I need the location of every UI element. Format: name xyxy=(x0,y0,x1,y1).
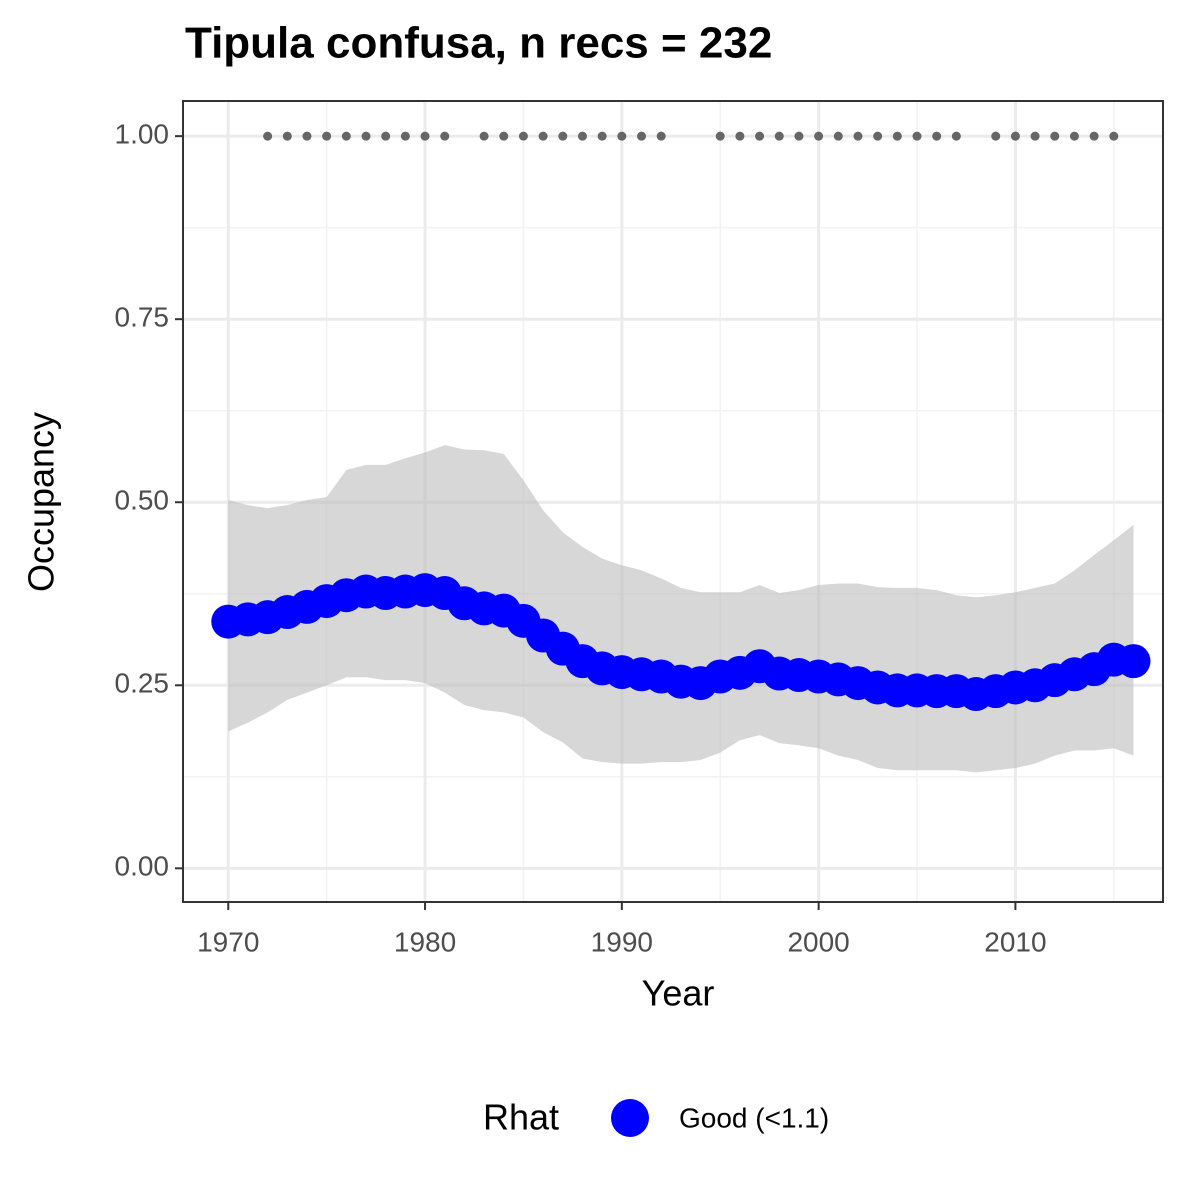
record-point xyxy=(381,131,391,141)
record-point xyxy=(1069,131,1079,141)
record-point xyxy=(617,131,627,141)
record-point xyxy=(558,131,568,141)
record-point xyxy=(518,131,528,141)
record-point xyxy=(853,131,863,141)
record-point xyxy=(1089,131,1099,141)
record-point xyxy=(499,131,509,141)
record-point xyxy=(932,131,942,141)
record-point xyxy=(597,131,607,141)
y-tick-label: 0.75 xyxy=(115,302,170,333)
record-point xyxy=(1030,131,1040,141)
record-point xyxy=(538,131,548,141)
record-point xyxy=(991,131,1001,141)
record-point xyxy=(341,131,351,141)
x-tick-label: 2010 xyxy=(984,926,1046,957)
record-point xyxy=(735,131,745,141)
y-axis-title: Occupancy xyxy=(21,412,62,592)
record-point xyxy=(263,131,273,141)
y-tick-label: 0.25 xyxy=(115,668,170,699)
record-point xyxy=(400,131,410,141)
record-point xyxy=(715,131,725,141)
confidence-band xyxy=(228,445,1134,773)
x-tick-label: 1970 xyxy=(197,926,259,957)
record-point xyxy=(420,131,430,141)
record-point xyxy=(1010,131,1020,141)
record-point xyxy=(873,131,883,141)
x-tick-label: 2000 xyxy=(787,926,849,957)
record-point xyxy=(656,131,666,141)
record-point xyxy=(1050,131,1060,141)
record-point xyxy=(361,131,371,141)
panel-border xyxy=(182,100,1164,903)
record-point xyxy=(794,131,804,141)
record-point xyxy=(440,131,450,141)
y-tick-label: 1.00 xyxy=(115,119,170,150)
record-point xyxy=(951,131,961,141)
legend-title: Rhat xyxy=(483,1097,559,1138)
chart-title: Tipula confusa, n recs = 232 xyxy=(185,19,772,68)
y-tick-label: 0.00 xyxy=(115,851,170,882)
point xyxy=(1116,644,1151,679)
record-point xyxy=(1109,131,1119,141)
record-point xyxy=(774,131,784,141)
record-point xyxy=(833,131,843,141)
record-point xyxy=(814,131,824,141)
x-axis-title: Year xyxy=(642,973,715,1014)
record-point xyxy=(892,131,902,141)
x-tick-label: 1980 xyxy=(394,926,456,957)
record-point xyxy=(282,131,292,141)
record-point xyxy=(577,131,587,141)
record-point xyxy=(637,131,647,141)
y-tick-label: 0.50 xyxy=(115,485,170,516)
record-point xyxy=(912,131,922,141)
legend-marker xyxy=(611,1099,649,1137)
x-tick-label: 1990 xyxy=(591,926,653,957)
record-point xyxy=(479,131,489,141)
legend-label: Good (<1.1) xyxy=(679,1102,829,1133)
record-point xyxy=(755,131,765,141)
record-point xyxy=(302,131,312,141)
record-point xyxy=(322,131,332,141)
